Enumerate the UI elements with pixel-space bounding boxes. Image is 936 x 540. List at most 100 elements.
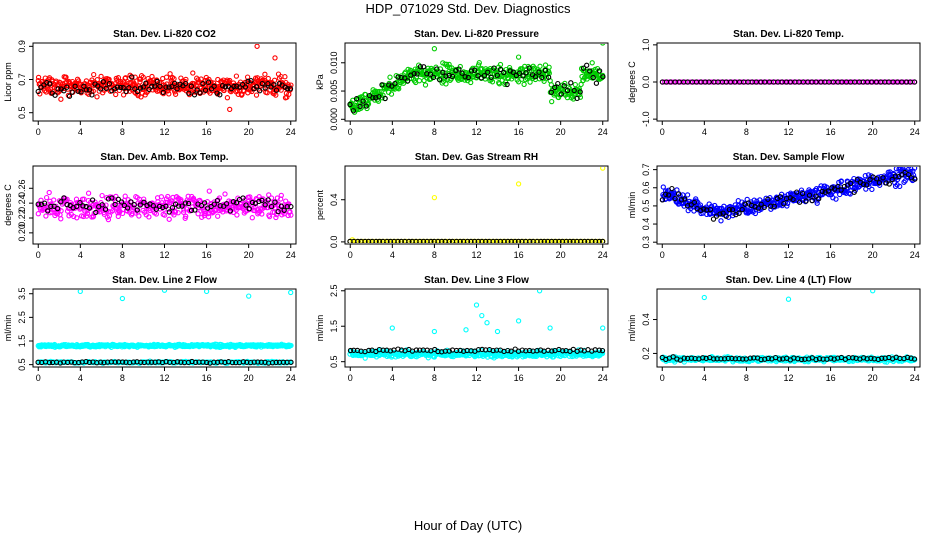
data-point	[799, 190, 806, 197]
data-point	[532, 74, 539, 80]
x-tick-label: 20	[868, 250, 878, 260]
data-point	[739, 206, 745, 213]
data-point	[502, 81, 508, 88]
data-point	[568, 80, 574, 86]
y-axis-label: kPa	[315, 74, 325, 90]
data-point	[253, 203, 259, 210]
y-tick-label: 0.5	[17, 358, 27, 371]
data-points	[35, 44, 294, 113]
data-point	[266, 192, 272, 198]
data-point	[505, 238, 511, 243]
data-point	[850, 355, 856, 361]
data-point	[838, 187, 844, 193]
data-point	[431, 46, 438, 52]
panel-title: Stan. Dev. Li-820 Temp.	[733, 29, 844, 40]
data-point	[447, 64, 453, 71]
x-tick-label: 20	[556, 127, 566, 137]
data-point	[112, 201, 118, 208]
data-point	[472, 67, 478, 73]
data-point	[373, 238, 379, 243]
data-point	[257, 88, 263, 94]
data-point	[234, 83, 240, 89]
data-point	[457, 63, 463, 70]
x-tick-label: 24	[910, 127, 920, 137]
data-point	[672, 195, 678, 202]
data-point	[481, 72, 488, 79]
data-point	[268, 203, 275, 210]
data-point	[284, 204, 290, 210]
data-point	[171, 80, 178, 87]
data-point	[211, 83, 217, 89]
data-point	[417, 64, 424, 70]
data-point	[203, 290, 210, 295]
data-point	[687, 203, 693, 209]
data-point	[475, 347, 482, 353]
data-point	[542, 67, 549, 74]
data-point	[217, 203, 223, 209]
data-point	[365, 238, 372, 243]
x-tick-label: 0	[348, 250, 353, 260]
x-tick-label: 16	[514, 373, 524, 383]
data-point	[599, 238, 606, 243]
data-point	[510, 69, 516, 75]
data-point	[233, 73, 240, 79]
data-point	[382, 95, 388, 102]
data-point	[183, 213, 189, 219]
x-tick-label: 8	[120, 373, 125, 383]
data-point	[376, 238, 383, 243]
data-point	[558, 91, 564, 97]
x-tick-label: 4	[78, 250, 83, 260]
x-tick-label: 4	[390, 373, 395, 383]
data-point	[190, 195, 197, 202]
data-point	[813, 193, 819, 199]
data-point	[816, 356, 823, 362]
x-tick-label: 12	[783, 373, 793, 383]
data-point	[64, 201, 70, 208]
data-point	[889, 176, 895, 183]
data-point	[388, 91, 395, 97]
data-point	[479, 346, 485, 353]
data-point	[190, 70, 196, 76]
chart-panel-3: Stan. Dev. Li-820 Temp. 0 4 8 12 16 20 24 -1.0 0.…	[627, 29, 921, 137]
data-point	[160, 89, 166, 96]
x-tick-label: 24	[910, 373, 920, 383]
data-point	[785, 296, 792, 302]
chart-panel-2: Stan. Dev. Li-820 Pressure 0 4 8 12 16 20 24 0.0…	[315, 29, 609, 137]
data-point	[237, 84, 243, 90]
data-point	[678, 197, 685, 203]
data-point	[488, 74, 494, 80]
data-point	[61, 195, 67, 201]
x-tick-label: 20	[868, 127, 878, 137]
data-point	[271, 82, 277, 88]
data-point	[669, 185, 675, 192]
data-point	[590, 74, 596, 81]
data-point	[214, 197, 221, 204]
data-point	[501, 238, 507, 243]
data-point	[137, 202, 143, 208]
data-point	[446, 61, 452, 68]
data-point	[253, 92, 260, 98]
data-points	[659, 167, 918, 224]
data-point	[465, 74, 471, 81]
data-point	[274, 195, 281, 201]
x-tick-label: 24	[598, 373, 608, 383]
y-tick-label: 0.5	[329, 355, 339, 368]
data-point	[191, 92, 198, 98]
data-point	[353, 96, 360, 102]
data-point	[166, 216, 172, 222]
data-point	[490, 347, 496, 354]
data-point	[273, 214, 279, 221]
data-point	[747, 355, 753, 361]
data-point	[434, 66, 440, 72]
x-tick-label: 24	[598, 127, 608, 137]
data-point	[828, 355, 834, 361]
data-point	[259, 80, 265, 87]
data-point	[43, 213, 49, 219]
data-point	[77, 199, 83, 206]
y-tick-label: 0.7	[641, 163, 651, 176]
data-point	[74, 203, 80, 210]
data-point	[228, 88, 234, 95]
data-point	[188, 83, 194, 89]
data-point	[58, 96, 64, 102]
data-point	[141, 196, 147, 202]
